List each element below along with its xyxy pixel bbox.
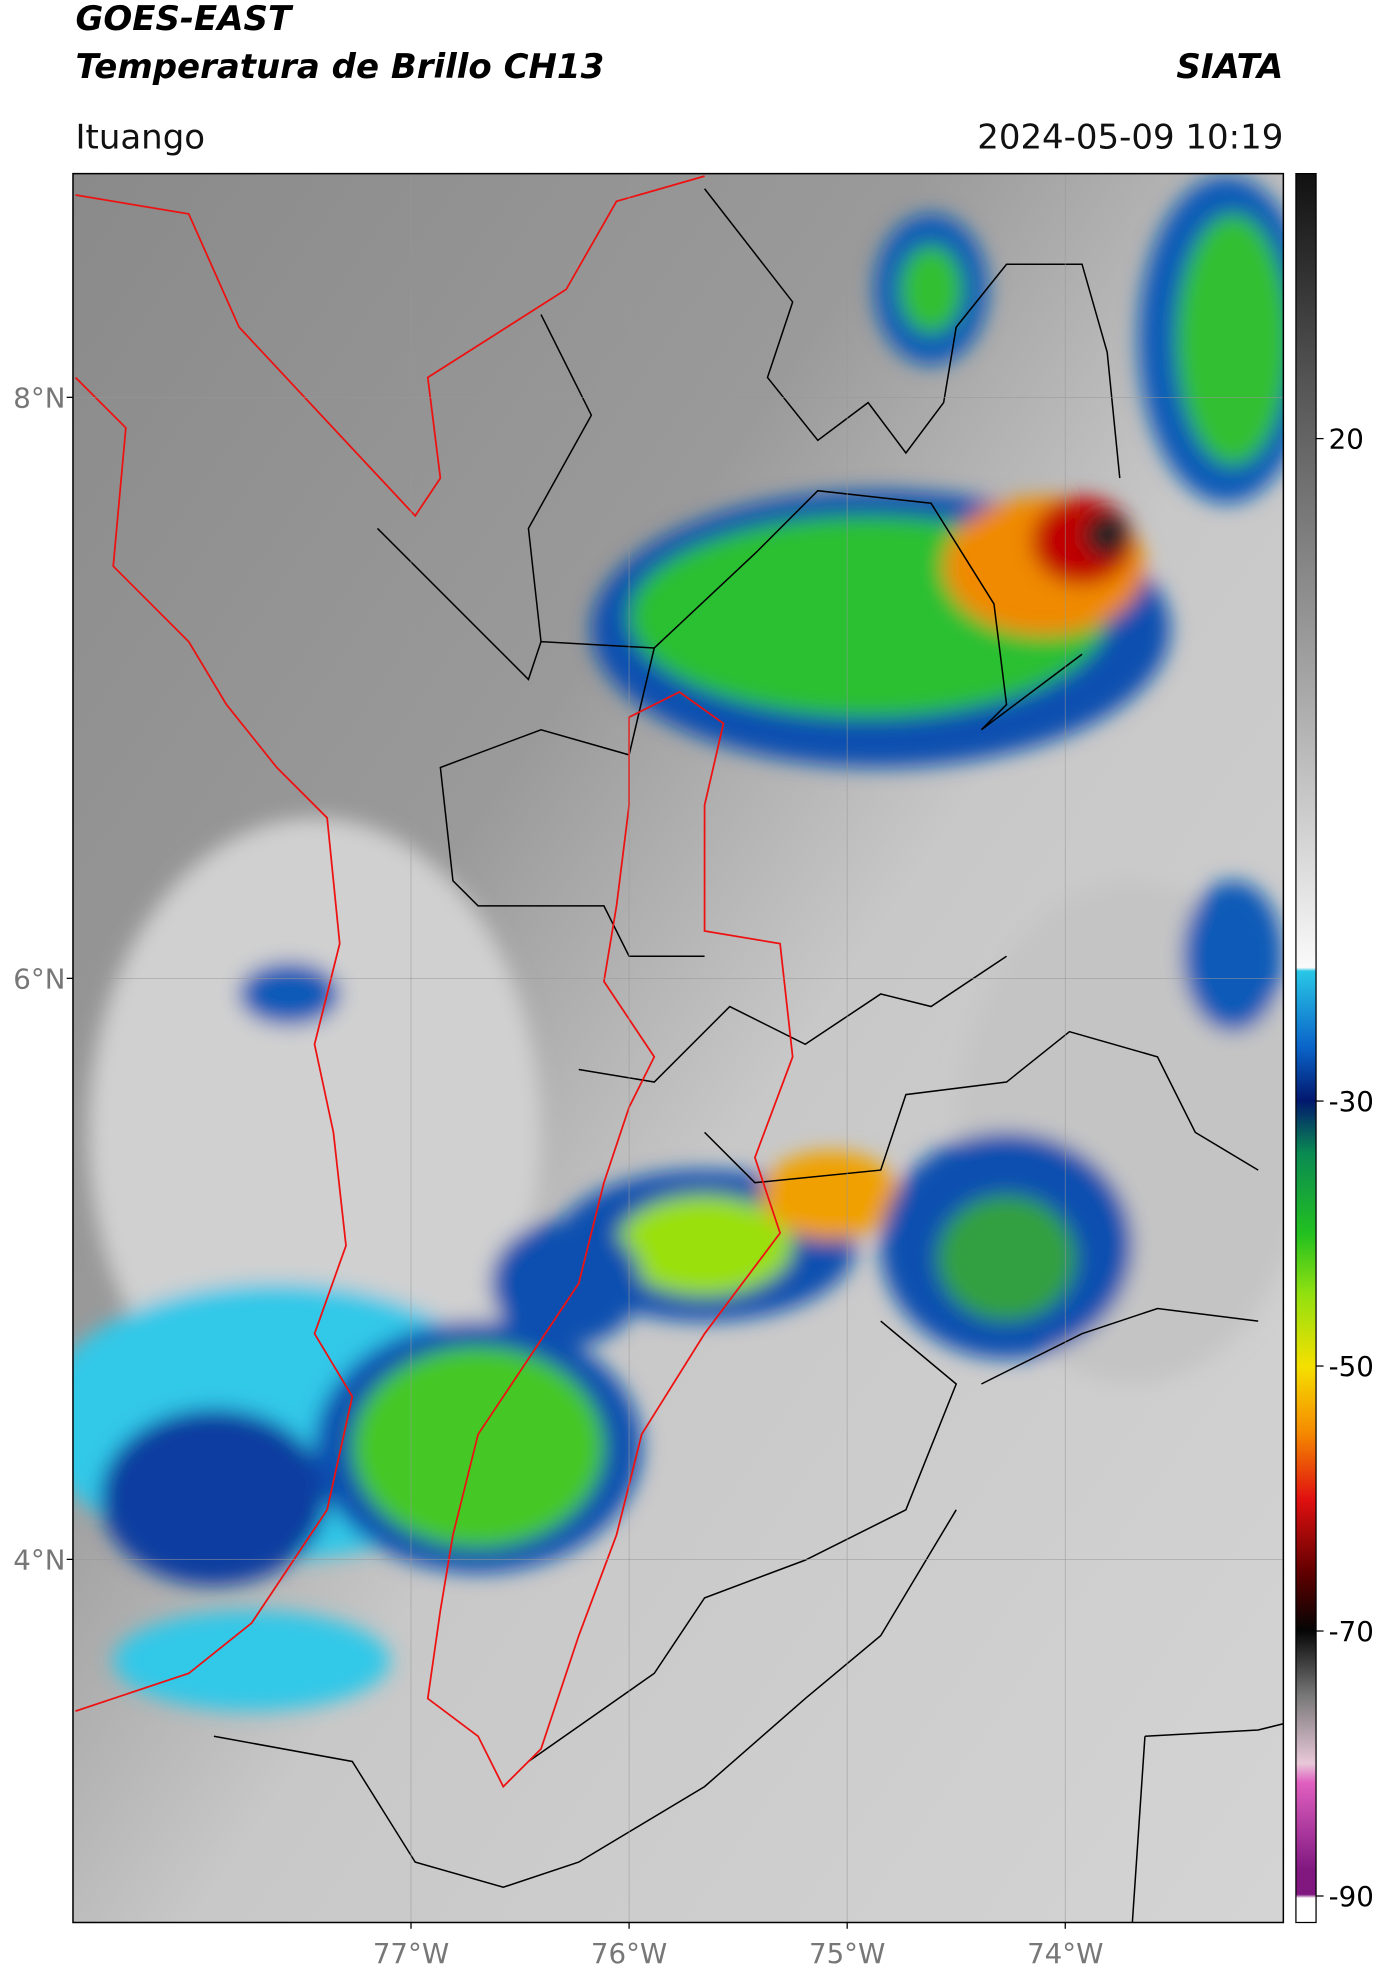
department-borders bbox=[74, 175, 794, 1789]
x-tick-label: 74°W bbox=[1027, 1937, 1103, 1970]
borders bbox=[213, 188, 1284, 1923]
colorbar-tick-label: -90 bbox=[1329, 1880, 1374, 1913]
source: SIATA bbox=[1176, 47, 1283, 87]
x-tick-label: 76°W bbox=[591, 1937, 667, 1970]
colorbar bbox=[1295, 172, 1317, 1924]
y-tick-label: 6°N bbox=[13, 962, 65, 995]
colorbar-tick-label: 20 bbox=[1329, 423, 1364, 456]
colorbar-tick-label: -30 bbox=[1329, 1085, 1374, 1118]
x-tick-label: 77°W bbox=[373, 1937, 449, 1970]
location: Ituango bbox=[75, 117, 205, 157]
title: GOES-EAST bbox=[75, 0, 293, 39]
datetime: 2024-05-09 10:19 bbox=[977, 117, 1283, 157]
colorbar-tick-label: -50 bbox=[1329, 1350, 1374, 1383]
subtitle: Temperatura de Brillo CH13 bbox=[75, 47, 604, 87]
axes: 77°W 76°W 75°W 74°W 8°N 6°N 4°N 20 -30 -50 -70 -90 bbox=[13, 381, 1374, 1969]
colorbar-tick-label: -70 bbox=[1329, 1615, 1374, 1648]
satellite-image bbox=[72, 173, 1284, 1923]
x-tick-label: 75°W bbox=[809, 1937, 885, 1970]
graticule bbox=[72, 173, 1284, 1923]
map-frame bbox=[72, 172, 1285, 1924]
y-tick-label: 8°N bbox=[13, 381, 65, 414]
y-tick-label: 4°N bbox=[13, 1543, 65, 1576]
